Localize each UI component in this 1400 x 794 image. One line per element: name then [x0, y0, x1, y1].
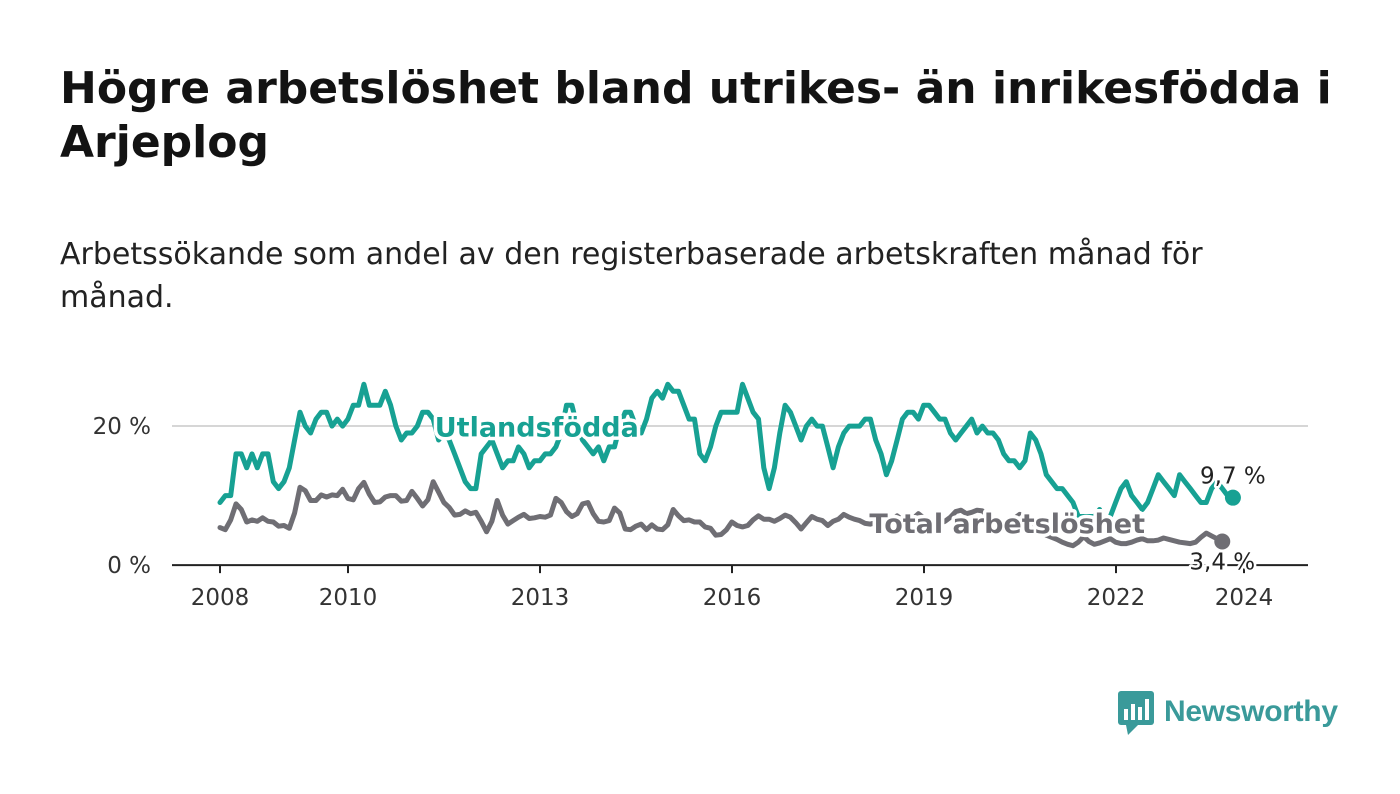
logo-text: Newsworthy	[1164, 695, 1338, 728]
series-line	[217, 381, 1236, 526]
series-label: Utlandsfödda	[435, 412, 639, 443]
series-label: Total arbetslöshet	[869, 509, 1145, 540]
grid-lines	[172, 425, 1308, 567]
series-labels: Utlandsfödda Total arbetslöshet 9,7 % 3,4 %	[431, 409, 1268, 578]
series-lines	[217, 381, 1241, 550]
x-tick-label: 2022	[1087, 585, 1146, 611]
series-end-point	[1214, 533, 1231, 550]
end-value-label: 9,7 %	[1200, 464, 1266, 490]
series-line	[217, 479, 1225, 549]
chart-title: Högre arbetslöshet bland utrikes- än inr…	[60, 63, 1332, 168]
x-tick-label: 2016	[703, 585, 762, 611]
x-tick-label: 2010	[319, 585, 378, 611]
y-axis: 0 % 20 %	[93, 414, 151, 579]
chart-subtitle: Arbetssökande som andel av den registerb…	[60, 237, 1203, 315]
x-tick-label: 2013	[511, 585, 570, 611]
end-value-label: 3,4 %	[1189, 549, 1255, 575]
series-end-point	[1224, 489, 1241, 506]
y-tick-label: 0 %	[107, 553, 151, 579]
newsworthy-logo: Newsworthy	[1118, 688, 1338, 736]
bar-chart-speech-bubble-icon	[1118, 691, 1154, 735]
x-tick-label: 2019	[895, 585, 954, 611]
x-axis: 2008 2010 2013 2016 2019 2022 2024	[191, 565, 1274, 611]
x-tick-label: 2008	[191, 585, 250, 611]
y-tick-label: 20 %	[93, 414, 151, 440]
x-tick-label: 2024	[1215, 585, 1274, 611]
